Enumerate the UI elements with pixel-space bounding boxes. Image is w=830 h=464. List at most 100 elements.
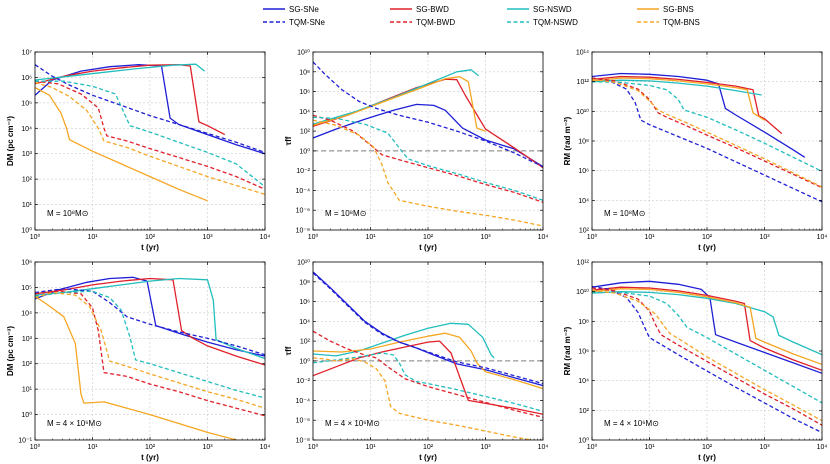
x-tick-label: 10³	[480, 234, 491, 241]
y-tick-label: 10⁷	[22, 50, 33, 57]
x-tick-label: 10¹	[365, 234, 376, 241]
series-line-sg_bns	[35, 295, 239, 440]
y-tick-label: 10¹⁴	[576, 50, 589, 57]
series-line-sg_nswd	[313, 322, 495, 359]
series-line-tqm_nswd	[592, 81, 822, 172]
x-tick-label: 10⁴	[538, 234, 549, 241]
y-tick-label: 10⁻²	[296, 378, 310, 385]
y-tick-label: 10⁸	[578, 139, 589, 146]
y-tick-label: 10⁻¹	[18, 438, 32, 445]
y-tick-label: 10¹	[22, 202, 33, 209]
series-line-tqm_nswd	[35, 290, 265, 399]
panel-dm_top: 10⁰ 10¹ 10² 10³ 10⁴ 10⁰ 10¹ 10² 10³ 10⁴ 10⁵ 10⁶ 10⁷ t…	[6, 50, 270, 253]
y-tick-label: 10⁶	[578, 349, 589, 356]
legend: SG-SNe SG-BWD SG-NSWD SG-BNS TQM-SNe TQM-BWD T…	[263, 5, 700, 27]
y-tick-label: 10⁴	[299, 109, 310, 116]
y-tick-label: 10⁻⁴	[296, 398, 311, 405]
y-tick-label: 10¹⁰	[297, 49, 310, 57]
series-line-sg_bwd	[35, 277, 265, 366]
x-tick-label: 10²	[145, 444, 156, 451]
series-line-sg_nswd	[592, 79, 762, 96]
series-line-tqm_bwd	[592, 287, 822, 426]
series-line-tqm_nswd	[313, 116, 543, 201]
y-tick-label: 10⁻⁶	[296, 208, 310, 215]
series-line-tqm_bns	[35, 291, 265, 409]
legend-label-sg_nswd: SG-NSWD	[533, 5, 572, 14]
x-axis-label: t (yr)	[419, 453, 437, 462]
y-tick-label: 10³	[22, 151, 33, 158]
y-tick-label: 10⁶	[21, 75, 32, 82]
x-tick-label: 10¹	[644, 444, 655, 451]
y-tick-label: 10⁰	[578, 437, 589, 445]
y-tick-label: 10⁶	[299, 89, 310, 96]
y-tick-label: 10⁰	[21, 411, 32, 419]
x-tick-label: 10³	[759, 234, 770, 241]
y-tick-label: 10⁰	[299, 147, 310, 155]
y-tick-label: 10²	[300, 129, 311, 136]
series-line-sg_bns	[592, 77, 765, 121]
series-line-tqm_sne	[313, 61, 543, 168]
x-tick-label: 10³	[480, 444, 491, 451]
x-tick-label: 10²	[145, 234, 156, 241]
series-group	[313, 271, 543, 440]
y-tick-label: 10⁸	[299, 279, 310, 286]
y-tick-label: 10⁴	[21, 126, 32, 133]
x-tick-label: 10⁰	[587, 443, 598, 451]
y-tick-label: 10²	[22, 361, 33, 368]
panel-dm_bottom: 10⁰ 10¹ 10² 10³ 10⁴10⁻¹10⁰10¹10²10³10⁴10⁵10⁶…	[6, 260, 270, 463]
y-tick-label: 10²	[579, 408, 590, 415]
y-tick-label: 10¹²	[577, 260, 590, 267]
y-tick-label: 10⁴	[21, 310, 32, 317]
x-axis-label: t (yr)	[141, 243, 159, 252]
x-tick-label: 10⁰	[30, 443, 41, 451]
series-line-tqm_nswd	[592, 291, 822, 404]
y-tick-label: 10⁴	[578, 378, 589, 385]
series-line-tqm_sne	[35, 64, 265, 154]
y-tick-label: 10⁻⁸	[296, 438, 310, 445]
x-tick-label: 10⁴	[817, 234, 828, 241]
x-axis-label: t (yr)	[698, 453, 716, 462]
series-group	[592, 72, 822, 203]
series-line-tqm_nswd	[313, 352, 543, 412]
x-tick-label: 10⁴	[260, 234, 271, 241]
series-line-tqm_bwd	[35, 80, 265, 190]
x-tick-label: 10²	[423, 234, 434, 241]
series-line-sg_bns	[35, 87, 208, 202]
series-line-sg_bwd	[592, 75, 783, 135]
y-tick-label: 10¹⁰	[576, 288, 589, 296]
mass-annotation: M = 10⁸M⊙	[604, 209, 645, 218]
y-tick-label: 10⁰	[21, 227, 32, 235]
mass-annotation: M = 10⁸M⊙	[47, 209, 88, 218]
legend-label-tqm_bns: TQM-BNS	[663, 18, 700, 27]
series-line-sg_bns	[313, 332, 543, 390]
panels: 10⁰ 10¹ 10² 10³ 10⁴ 10⁰ 10¹ 10² 10³ 10⁴ 10⁵ 10⁶ 10⁷ t…	[6, 49, 827, 463]
series-line-sg_bns	[313, 76, 486, 132]
series-line-sg_bwd	[313, 340, 543, 415]
x-tick-label: 10⁴	[260, 444, 271, 451]
series-group	[35, 63, 265, 202]
series-line-tqm_bwd	[313, 330, 543, 418]
legend-label-sg_bns: SG-BNS	[663, 5, 694, 14]
mass-annotation: M = 4 × 10⁶M⊙	[325, 419, 380, 428]
panel-rm_top: 10⁰ 10¹ 10² 10³ 10⁴ 10² 10⁴ 10⁶ 10⁸ 10¹⁰ 10¹² 10¹⁴ t…	[563, 50, 827, 253]
panel-tau_top: 10⁰ 10¹ 10² 10³ 10⁴ 10⁻⁸ 10⁻⁶ 10⁻⁴ 10⁻² 10⁰ 10² 10⁴…	[284, 49, 548, 253]
series-group	[592, 280, 822, 434]
y-axis-label: RM (rad m⁻²)	[563, 116, 572, 165]
series-line-sg_nswd	[35, 63, 206, 81]
x-tick-label: 10³	[202, 444, 213, 451]
y-tick-label: 10⁴	[299, 319, 310, 326]
y-axis-label: DM (pc cm⁻³)	[6, 116, 15, 166]
x-axis-label: t (yr)	[698, 243, 716, 252]
y-tick-label: 10⁶	[299, 299, 310, 306]
y-tick-label: 10¹⁰	[576, 108, 589, 116]
panel-rm_bottom: 10⁰ 10¹ 10² 10³ 10⁴ 10⁰ 10² 10⁴ 10⁶ 10⁸ 10¹⁰ 10¹² t …	[563, 260, 827, 463]
y-tick-label: 10⁻⁸	[296, 228, 310, 235]
x-tick-label: 10²	[702, 444, 713, 451]
panel-tau_bottom: 10⁰ 10¹ 10² 10³ 10⁴ 10⁻⁸ 10⁻⁶ 10⁻⁴ 10⁻² 10⁰ 10² 10⁴…	[284, 259, 548, 463]
y-tick-label: 10⁻⁴	[296, 188, 311, 195]
y-tick-label: 10⁸	[299, 69, 310, 76]
series-line-tqm_sne	[592, 77, 822, 203]
y-tick-label: 10²	[579, 228, 590, 235]
y-tick-label: 10⁵	[21, 285, 32, 292]
